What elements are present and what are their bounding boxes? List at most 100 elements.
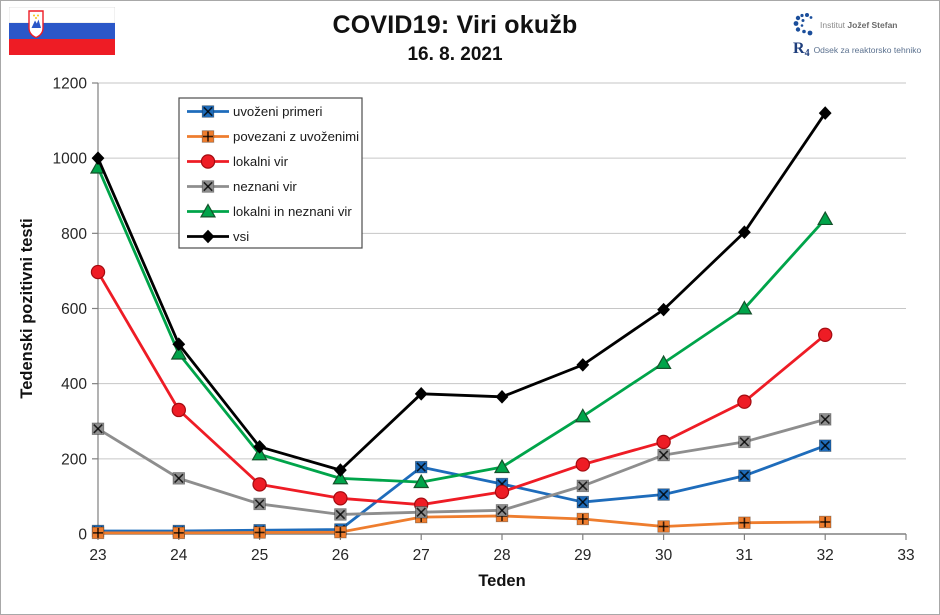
marker-neznani-vir-28 [495,504,509,517]
marker-neznani-vir-27 [414,506,428,519]
marker-neznani-vir-24 [172,472,186,485]
series-line-neznani-vir [97,418,826,516]
legend-label-povezani-z-uvo-enimi: povezani z uvoženimi [233,129,359,144]
series-line-lokalni-vir [96,271,827,507]
legend-item-uvo-eni-primeri: uvoženi primeri [187,104,322,119]
marker-povezani-z-uvo-enimi-26 [334,525,347,539]
legend-marker-uvo-eni-primeri [201,105,215,118]
marker-uvo-eni-primeri-31 [738,469,751,482]
marker-povezani-z-uvo-enimi-25 [253,526,266,539]
marker-vsi-23 [91,151,105,165]
x-tick-label-26: 26 [332,547,349,564]
series-line-lokalni-in-neznani-vir [96,167,827,484]
marker-vsi-26 [334,463,347,477]
x-tick-label-28: 28 [493,547,510,564]
ijs-logo: Institut Jožef Stefan R4 Odsek za reakto… [793,13,933,63]
marker-lokalni-in-neznani-vir-29 [574,408,591,423]
legend-item-vsi: vsi [187,229,249,244]
x-tick-label-30: 30 [655,547,673,564]
legend-item-lokalni-in-neznani-vir: lokalni in neznani vir [187,203,352,219]
legend-marker-vsi [201,229,215,244]
legend-item-lokalni-vir: lokalni vir [187,154,289,169]
marker-vsi-31 [738,225,751,240]
x-tick-label-24: 24 [170,547,188,564]
y-tick-label-200: 200 [61,451,87,468]
marker-povezani-z-uvo-enimi-23 [91,526,105,540]
marker-vsi-24 [172,337,186,352]
series-uvo-eni-primeri [91,439,832,538]
marker-povezani-z-uvo-enimi-32 [819,515,832,529]
marker-vsi-32 [818,106,832,120]
marker-lokalni-in-neznani-vir-26 [332,470,349,485]
marker-lokalni-in-neznani-vir-32 [817,210,834,226]
series-line-vsi [96,112,827,472]
title-block: COVID19: Viri okužb 16. 8. 2021 [121,11,789,66]
marker-lokalni-vir-30 [656,434,671,450]
y-tick-label-1200: 1200 [53,76,88,93]
marker-lokalni-in-neznani-vir-31 [736,300,753,315]
slovenia-flag [8,6,116,60]
marker-lokalni-vir-25 [252,477,267,492]
legend-item-povezani-z-uvo-enimi: povezani z uvoženimi [187,129,359,144]
institute-prefix: Institut [820,20,846,30]
marker-vsi-27 [414,387,428,401]
marker-vsi-28 [495,390,509,404]
series-lokalni-vir [90,264,833,512]
ijs-dots-icon [793,13,813,36]
series-neznani-vir [91,413,832,521]
y-tick-label-800: 800 [61,226,87,243]
marker-lokalni-in-neznani-vir-28 [493,458,511,474]
marker-lokalni-vir-29 [575,457,591,472]
marker-neznani-vir-30 [657,448,670,462]
institute-name-bold: Jožef Stefan [847,20,898,30]
marker-lokalni-vir-26 [333,491,348,506]
legend-label-neznani-vir: neznani vir [233,179,297,194]
legend-item-neznani-vir: neznani vir [187,179,297,194]
marker-lokalni-vir-31 [737,394,752,409]
marker-uvo-eni-primeri-27 [414,460,428,474]
r4-logo: R4 [793,40,810,59]
marker-lokalni-in-neznani-vir-30 [655,354,672,369]
marker-neznani-vir-26 [334,508,347,521]
x-tick-label-32: 32 [817,547,834,564]
marker-povezani-z-uvo-enimi-31 [738,516,751,529]
y-tick-label-600: 600 [61,301,87,318]
x-tick-label-23: 23 [89,547,106,564]
page-subtitle: 16. 8. 2021 [407,44,503,65]
marker-povezani-z-uvo-enimi-29 [576,512,590,526]
legend-label-uvo-eni-primeri: uvoženi primeri [233,104,322,119]
marker-neznani-vir-23 [91,422,105,435]
y-tick-label-1000: 1000 [53,151,88,168]
legend-marker-lokalni-vir [200,154,216,169]
legend-marker-neznani-vir [201,180,215,193]
marker-uvo-eni-primeri-30 [657,488,670,501]
x-tick-label-31: 31 [736,547,753,564]
marker-neznani-vir-32 [819,413,832,426]
marker-lokalni-in-neznani-vir-24 [170,345,187,360]
institute-name: Institut Jožef Stefan [820,20,898,30]
marker-lokalni-vir-32 [818,327,833,343]
marker-lokalni-in-neznani-vir-27 [413,473,430,489]
marker-vsi-29 [576,358,590,372]
x-tick-label-29: 29 [574,547,591,564]
y-tick-label-400: 400 [61,376,87,393]
legend: uvoženi primeri povezani z uvoženimi lokal… [178,97,363,249]
legend-label-lokalni-vir: lokalni vir [233,154,289,169]
department-name: Odsek za reaktorsko tehniko [813,45,922,55]
marker-uvo-eni-primeri-29 [576,495,590,509]
y-tick-label-0: 0 [78,527,87,544]
x-tick-label-25: 25 [251,547,268,564]
marker-lokalni-vir-24 [171,402,186,418]
legend-box [178,97,363,249]
marker-neznani-vir-31 [738,435,751,449]
slovenia-flag-icon [8,6,116,55]
marker-lokalni-vir-23 [90,264,106,280]
y-axis-title: Tedenski pozitivni testi [18,218,36,398]
series-line-povezani-z-uvo-enimi [98,514,826,535]
x-axis-title: Teden [478,572,525,590]
marker-povezani-z-uvo-enimi-30 [657,520,670,533]
marker-vsi-25 [253,440,266,454]
legend-label-lokalni-in-neznani-vir: lokalni in neznani vir [233,204,352,219]
marker-neznani-vir-29 [576,479,590,493]
x-tick-label-27: 27 [413,547,430,564]
